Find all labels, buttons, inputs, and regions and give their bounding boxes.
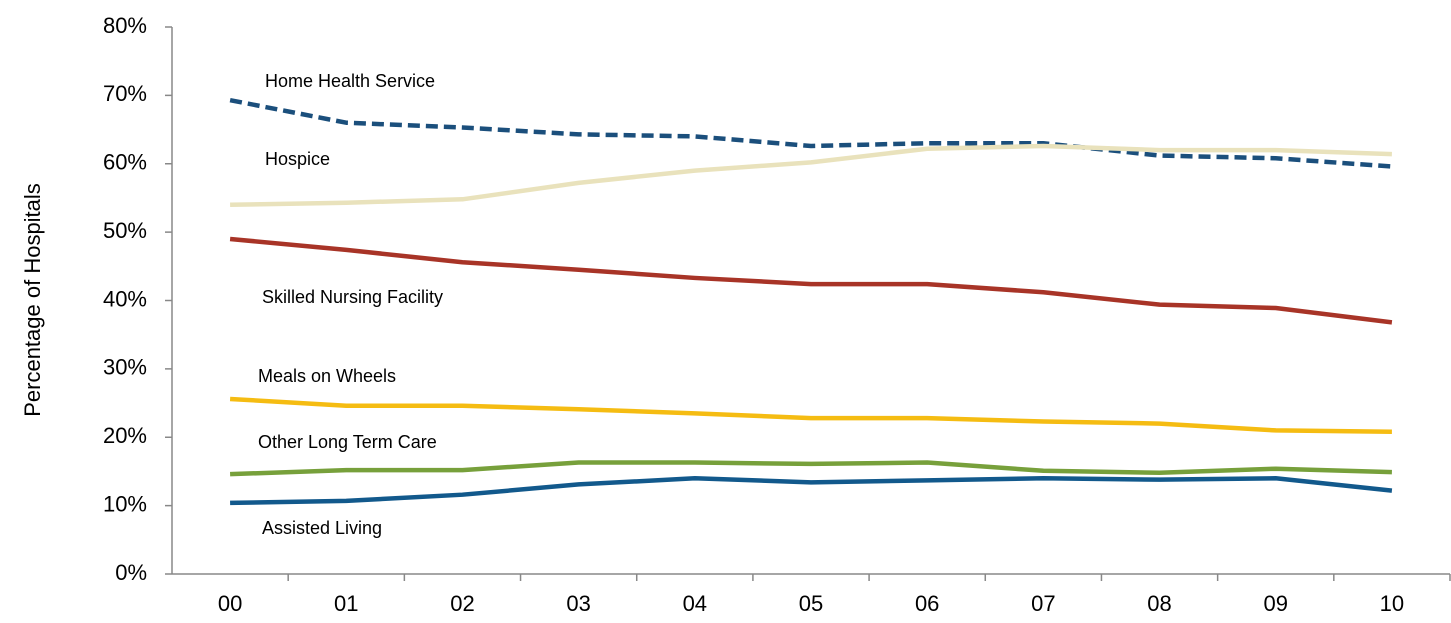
series-label: Skilled Nursing Facility <box>262 287 443 307</box>
x-tick-label: 09 <box>1263 591 1287 616</box>
x-tick-label: 08 <box>1147 591 1171 616</box>
x-tick-label: 07 <box>1031 591 1055 616</box>
y-axis-label: Percentage of Hospitals <box>20 183 45 417</box>
series-label: Home Health Service <box>265 71 435 91</box>
x-tick-label: 04 <box>683 591 707 616</box>
x-tick-label: 03 <box>566 591 590 616</box>
series-line <box>229 97 1393 169</box>
y-tick-label: 60% <box>103 150 147 175</box>
series-line <box>229 396 1392 435</box>
y-tick-label: 40% <box>103 286 147 311</box>
y-tick-label: 80% <box>103 13 147 38</box>
y-tick-label: 30% <box>103 355 147 380</box>
series-label: Other Long Term Care <box>258 432 437 452</box>
x-tick-label: 00 <box>218 591 242 616</box>
x-tick-label: 01 <box>334 591 358 616</box>
x-tick-label: 02 <box>450 591 474 616</box>
x-tick-label: 06 <box>915 591 939 616</box>
y-tick-label: 0% <box>115 560 147 585</box>
y-tick-label: 10% <box>103 491 147 516</box>
x-tick-label: 05 <box>799 591 823 616</box>
y-tick-label: 70% <box>103 81 147 106</box>
series-line <box>230 476 1393 506</box>
series-line <box>230 143 1392 208</box>
y-tick-label: 20% <box>103 423 147 448</box>
series-label: Hospice <box>265 149 330 169</box>
series-line <box>230 460 1392 477</box>
series-line <box>229 236 1393 325</box>
series-label: Meals on Wheels <box>258 366 396 386</box>
y-tick-label: 50% <box>103 218 147 243</box>
x-tick-label: 10 <box>1380 591 1404 616</box>
series-label: Assisted Living <box>262 518 382 538</box>
